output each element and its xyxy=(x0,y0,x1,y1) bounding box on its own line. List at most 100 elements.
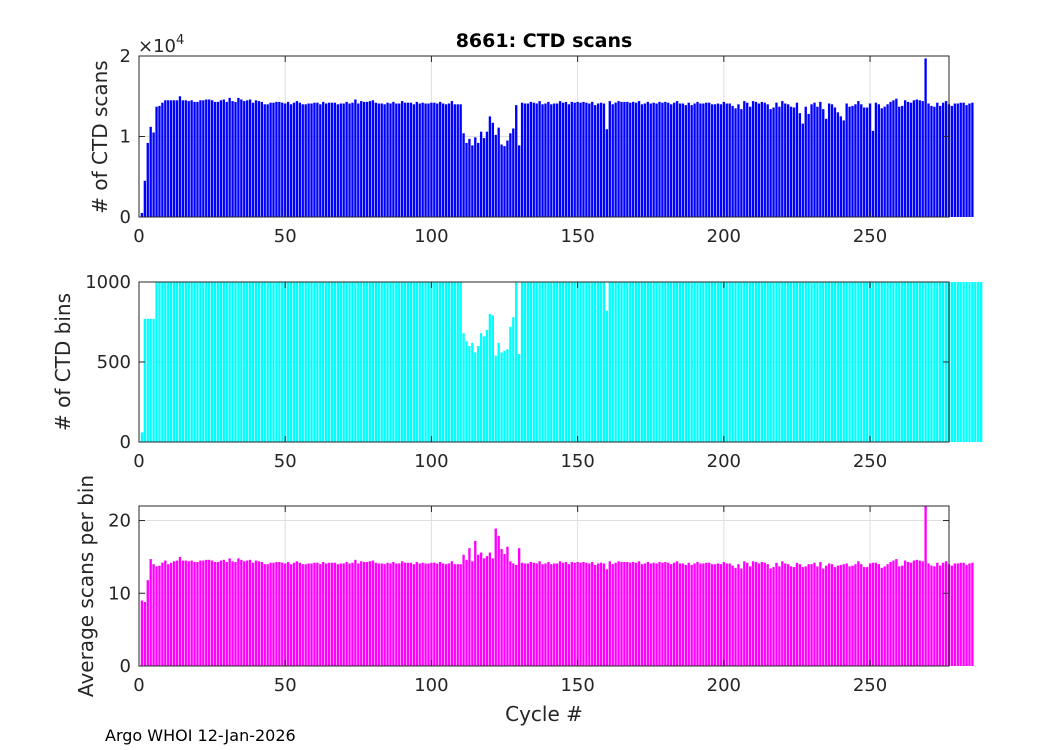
bar xyxy=(477,142,480,217)
bar xyxy=(582,282,585,442)
bar xyxy=(652,102,655,217)
bar xyxy=(719,282,723,442)
bar xyxy=(515,282,518,442)
bar xyxy=(444,282,448,442)
bar xyxy=(474,137,477,217)
bar xyxy=(468,346,471,442)
bar xyxy=(219,100,223,217)
bar xyxy=(561,102,565,217)
bar xyxy=(175,282,179,442)
bar xyxy=(263,282,266,442)
bar xyxy=(430,282,433,442)
bar xyxy=(696,101,699,217)
y-tick-label: 0 xyxy=(120,656,131,677)
bar xyxy=(459,104,462,217)
bar xyxy=(234,282,237,442)
bar xyxy=(930,105,933,217)
bar xyxy=(933,282,936,442)
bar xyxy=(936,102,939,217)
bar xyxy=(208,99,211,217)
bar xyxy=(330,562,334,666)
bar xyxy=(851,565,854,666)
bar xyxy=(433,102,436,217)
bar xyxy=(851,282,854,442)
bar xyxy=(956,563,959,666)
bar xyxy=(228,97,231,217)
bar xyxy=(620,101,623,217)
bar xyxy=(883,282,886,442)
bar xyxy=(784,282,787,442)
bar xyxy=(690,564,693,666)
bar xyxy=(915,559,918,666)
bar xyxy=(406,102,410,217)
bar xyxy=(278,101,281,217)
bar xyxy=(143,180,147,217)
bar xyxy=(819,282,822,442)
bar xyxy=(482,558,486,666)
bar xyxy=(743,561,746,666)
bar xyxy=(801,123,804,217)
bar xyxy=(924,282,927,442)
bar xyxy=(909,282,913,442)
bar xyxy=(605,310,609,442)
bar xyxy=(912,282,916,442)
bar xyxy=(842,120,845,217)
bar xyxy=(623,101,626,217)
bar xyxy=(596,282,600,442)
bar xyxy=(494,355,497,442)
bar xyxy=(716,282,720,442)
bar xyxy=(734,567,737,666)
bar xyxy=(240,559,243,666)
bar xyxy=(611,282,614,442)
bar xyxy=(330,102,334,217)
bar xyxy=(272,282,275,442)
x-tick-label: 100 xyxy=(414,675,448,696)
bar xyxy=(687,102,690,217)
bar xyxy=(772,282,775,442)
bar xyxy=(956,103,959,217)
bar xyxy=(286,562,290,666)
bar xyxy=(257,101,261,217)
bar xyxy=(868,282,872,442)
bar xyxy=(275,101,278,217)
bar xyxy=(248,282,252,442)
bar xyxy=(409,102,413,217)
bar xyxy=(538,282,541,442)
x-axis-label: Cycle # xyxy=(505,702,583,726)
bar xyxy=(210,100,214,217)
bar xyxy=(418,103,421,217)
bar xyxy=(848,282,851,442)
bar xyxy=(342,563,345,666)
bar xyxy=(266,282,269,442)
bar xyxy=(696,282,699,442)
bar xyxy=(222,559,225,666)
bar xyxy=(573,102,576,217)
bar xyxy=(170,562,173,666)
bar xyxy=(781,561,784,666)
bar xyxy=(804,282,807,442)
bar xyxy=(485,131,489,217)
bar xyxy=(520,282,524,442)
bar xyxy=(611,564,614,666)
bar xyxy=(757,282,761,442)
bar xyxy=(342,282,345,442)
bar xyxy=(570,282,573,442)
bar xyxy=(175,100,179,217)
bar xyxy=(538,561,541,666)
bar xyxy=(515,564,518,666)
bar xyxy=(345,562,348,666)
bar xyxy=(772,567,775,666)
bar xyxy=(596,563,600,666)
bar xyxy=(561,282,565,442)
bar xyxy=(702,103,705,217)
bar xyxy=(810,564,813,666)
bar xyxy=(421,102,424,217)
bar xyxy=(477,554,480,666)
bar xyxy=(202,282,205,442)
bar xyxy=(766,104,769,217)
bar xyxy=(401,282,404,442)
bar xyxy=(155,282,158,442)
bar xyxy=(640,564,644,666)
bar xyxy=(231,282,234,442)
bar xyxy=(632,562,635,666)
